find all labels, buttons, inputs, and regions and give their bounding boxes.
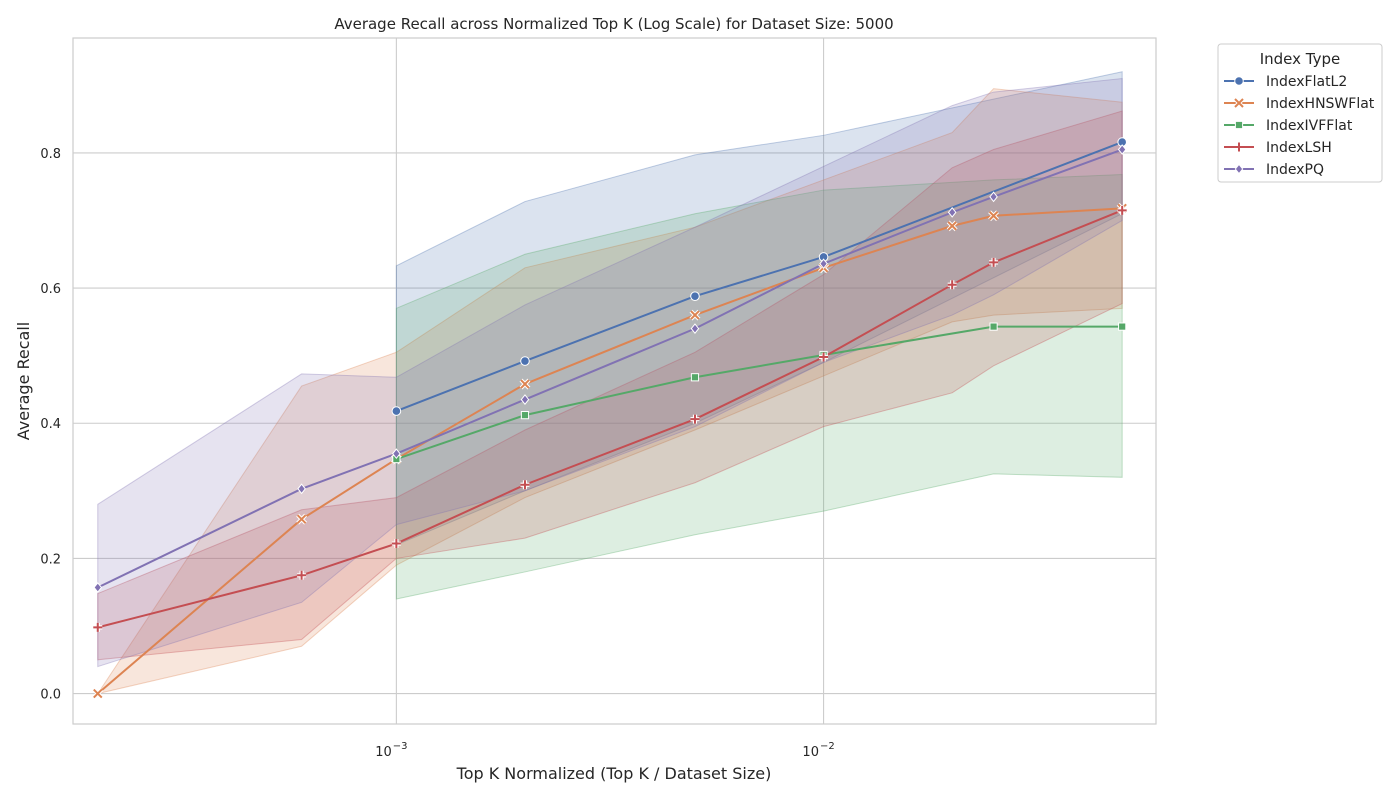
legend-label: IndexFlatL2 — [1266, 74, 1347, 90]
point-indexlsh — [989, 257, 999, 267]
legend-label: IndexIVFFlat — [1266, 118, 1353, 134]
point-indexhnswflat — [988, 210, 999, 222]
band-indexivfflat — [395, 173, 1123, 600]
legend-marker — [1234, 163, 1244, 175]
legend-label: IndexLSH — [1266, 140, 1332, 156]
legend-label: IndexPQ — [1266, 162, 1324, 178]
y-axis-label: Average Recall — [14, 322, 33, 441]
point-indexlsh — [297, 570, 307, 580]
legend-item-indexhnswflat: IndexHNSWFlat — [1224, 96, 1375, 112]
point-indexlsh — [1117, 205, 1127, 215]
band-indexlsh — [97, 110, 1123, 661]
grid-lines — [73, 38, 1156, 724]
band-indexpq — [97, 77, 1123, 668]
legend-item-indexlsh: IndexLSH — [1224, 140, 1332, 156]
legend-box — [1217, 43, 1383, 183]
point-indexflatl2 — [690, 291, 700, 301]
point-indexpq — [690, 323, 700, 335]
point-indexivfflat — [1118, 322, 1127, 331]
point-indexlsh — [93, 622, 103, 632]
plot-frame — [72, 37, 1157, 725]
point-indexflatl2 — [391, 406, 402, 416]
point-indexlsh — [947, 280, 957, 290]
x-axis-label: Top K Normalized (Top K / Dataset Size) — [456, 764, 772, 783]
legend-marker — [1234, 142, 1244, 152]
x-tick-labels: 10−3 10−2 — [375, 741, 834, 760]
point-indexpq — [989, 191, 998, 203]
point-indexpq — [297, 483, 306, 495]
x-tick-label: 10−2 — [802, 741, 834, 760]
point-indexflatl2 — [520, 356, 530, 366]
y-tick-label: 0.4 — [40, 417, 61, 432]
legend-items: IndexFlatL2 IndexHNSWFlat IndexIVFFlat Inde… — [1224, 74, 1375, 178]
legend-marker — [1234, 76, 1244, 86]
legend-marker — [1234, 120, 1244, 130]
point-indexhnswflat — [689, 309, 701, 321]
point-indexhnswflat — [296, 513, 308, 525]
series-markers — [92, 137, 1128, 700]
y-tick-label: 0.2 — [40, 552, 61, 567]
legend-title: Index Type — [1260, 50, 1341, 68]
point-indexhnswflat — [519, 378, 531, 390]
point-indexlsh — [391, 539, 401, 549]
point-indexhnswflat — [946, 220, 958, 232]
point-indexpq — [392, 448, 401, 460]
legend: Index Type IndexFlatL2IndexHNSWFlatIndex… — [1217, 43, 1383, 183]
point-indexpq — [520, 394, 530, 405]
point-indexlsh — [819, 352, 829, 362]
chart-title: Average Recall across Normalized Top K (… — [334, 15, 893, 33]
y-tick-labels: 0.0 0.2 0.4 0.6 0.8 — [40, 147, 61, 703]
point-indexhnswflat — [92, 688, 104, 700]
point-indexlsh — [520, 480, 530, 490]
point-indexpq — [93, 582, 103, 593]
y-tick-label: 0.8 — [40, 147, 61, 162]
point-indexpq — [947, 206, 957, 218]
legend-item-indexflatl2: IndexFlatL2 — [1224, 74, 1347, 90]
point-indexpq — [819, 258, 828, 270]
legend-item-indexivfflat: IndexIVFFlat — [1224, 118, 1353, 134]
legend-label: IndexHNSWFlat — [1266, 96, 1375, 112]
line-indexivfflat — [396, 325, 1123, 461]
legend-marker — [1233, 97, 1245, 109]
point-indexlsh — [690, 414, 700, 424]
point-indexivfflat — [690, 373, 700, 382]
point-indexivfflat — [989, 322, 998, 331]
x-tick-label: 10−3 — [375, 741, 407, 760]
y-tick-label: 0.0 — [40, 688, 61, 703]
point-indexivfflat — [520, 411, 530, 420]
point-indexpq — [1117, 144, 1127, 155]
y-tick-label: 0.6 — [40, 282, 61, 297]
legend-item-indexpq: IndexPQ — [1224, 162, 1324, 178]
plot-background — [73, 38, 1156, 724]
